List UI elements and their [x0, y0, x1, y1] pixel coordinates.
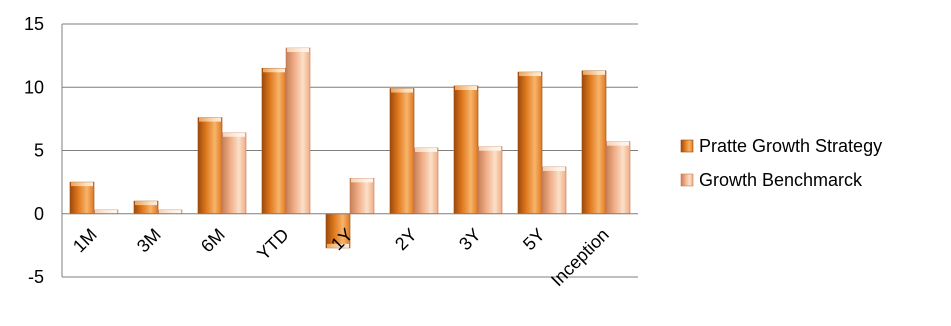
x-category-label: YTD [253, 224, 293, 264]
bar-3M-series-1 [133, 200, 159, 215]
bar-2Y-series-1 [389, 88, 415, 215]
legend-swatch [680, 173, 694, 187]
bar-2Y-series-2 [413, 147, 439, 215]
bar-3Y-series-1 [453, 85, 479, 215]
legend-label: Growth Benchmarck [699, 170, 863, 190]
y-tick-label: 0 [34, 204, 44, 224]
x-category-label: 2Y [391, 224, 421, 254]
legend-swatch [680, 139, 694, 153]
y-tick-label: -5 [28, 267, 44, 287]
y-tick-label: 15 [24, 14, 44, 34]
x-category-label: 1M [69, 224, 101, 256]
bar-5Y-series-1 [517, 71, 543, 215]
legend-item-series-1: Pratte Growth Strategy [680, 136, 882, 156]
axes [61, 24, 638, 277]
bar-1M-series-1 [69, 181, 95, 215]
bar-Inception-series-2 [605, 141, 631, 215]
bar-6M-series-1 [197, 117, 223, 215]
legend: Pratte Growth Strategy Growth Benchmarck [680, 136, 882, 190]
bars [69, 47, 631, 249]
x-category-label: Inception [547, 224, 613, 290]
bar-1Y-series-1 [325, 213, 351, 249]
bar-YTD-series-1 [261, 67, 287, 215]
y-tick-label: 10 [24, 77, 44, 97]
bar-6M-series-2 [221, 132, 247, 215]
x-category-label: 3Y [455, 224, 485, 254]
y-tick-label: 5 [34, 141, 44, 161]
x-category-label: 5Y [519, 224, 549, 254]
bar-1Y-series-2 [349, 178, 375, 215]
x-category-label: 6M [197, 224, 229, 256]
x-category-label: 3M [133, 224, 165, 256]
bar-3Y-series-2 [477, 146, 503, 215]
bar-YTD-series-2 [285, 47, 311, 215]
legend-label: Pratte Growth Strategy [699, 136, 882, 156]
bar-5Y-series-2 [541, 166, 567, 215]
y-axis-tick-labels: -5 0 5 10 15 [24, 14, 44, 287]
legend-item-series-2: Growth Benchmarck [680, 170, 863, 190]
bar-Inception-series-1 [581, 70, 607, 215]
